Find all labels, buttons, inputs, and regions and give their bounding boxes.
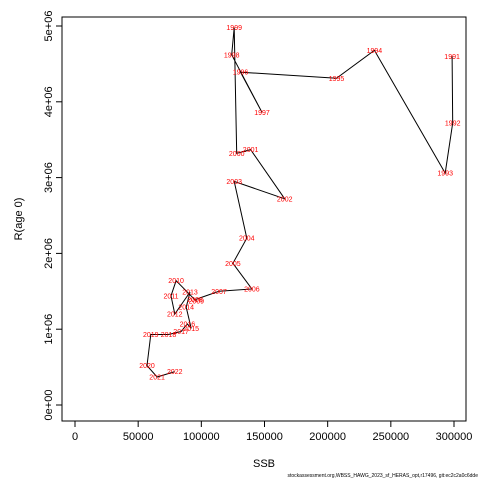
- x-axis-title: SSB: [253, 458, 275, 470]
- point-label-2010: 2010: [168, 278, 184, 285]
- point-label-2003: 2003: [226, 179, 242, 186]
- point-label-2002: 2002: [277, 196, 293, 203]
- point-label-2022: 2022: [167, 369, 183, 376]
- y-tick-label: 1e+06: [43, 314, 55, 345]
- point-label-2006: 2006: [244, 287, 260, 294]
- x-tick-label: 200000: [309, 431, 346, 443]
- point-label-2014: 2014: [178, 305, 194, 312]
- point-label-2018: 2018: [161, 332, 177, 339]
- footnote: stockassessment.org,WBSS_HAWG_2023_sf_HE…: [287, 473, 478, 479]
- y-tick-label: 5e+06: [43, 11, 55, 42]
- point-label-2012: 2012: [167, 312, 183, 319]
- y-tick-label: 2e+06: [43, 238, 55, 269]
- point-label-1993: 1993: [437, 171, 453, 178]
- point-label-2007: 2007: [211, 289, 227, 296]
- x-tick-label: 0: [72, 431, 78, 443]
- point-label-2001: 2001: [243, 147, 259, 154]
- point-label-1996: 1996: [233, 70, 249, 77]
- point-label-1995: 1995: [329, 76, 345, 83]
- point-label-1991: 1991: [444, 54, 460, 61]
- point-label-2020: 2020: [139, 363, 155, 370]
- point-label-2019: 2019: [143, 332, 159, 339]
- y-tick-label: 4e+06: [43, 86, 55, 117]
- point-label-2017: 2017: [173, 329, 189, 336]
- y-tick-label: 0e+00: [43, 390, 55, 421]
- point-label-2008: 2008: [187, 297, 203, 304]
- plot-frame: [61, 16, 467, 422]
- x-axis: 0 50000 100000 150000 200000 250000 300000: [72, 421, 472, 443]
- point-label-1992: 1992: [445, 121, 461, 128]
- point-labels: 1991 1992 1993 1994 1995 1996 1997 1998 1999 2000…: [139, 25, 460, 382]
- point-label-2015: 2015: [183, 326, 199, 333]
- x-tick-label: 250000: [372, 431, 409, 443]
- point-label-2004: 2004: [239, 236, 255, 243]
- x-tick-label: 50000: [123, 431, 154, 443]
- point-label-1997: 1997: [254, 110, 270, 117]
- point-label-2000: 2000: [229, 151, 245, 158]
- point-label-2011: 2011: [163, 293, 178, 300]
- x-tick-label: 300000: [436, 431, 473, 443]
- point-label-2016: 2016: [180, 321, 196, 328]
- point-label-1999: 1999: [226, 25, 242, 32]
- point-label-1998: 1998: [224, 52, 240, 59]
- y-axis: 0e+00 1e+06 2e+06 3e+06 4e+06 5e+06: [43, 11, 62, 421]
- x-tick-label: 100000: [183, 431, 220, 443]
- point-label-2005: 2005: [225, 261, 241, 268]
- point-label-2009: 2009: [189, 299, 205, 306]
- y-tick-label: 3e+06: [43, 162, 55, 193]
- point-label-2013: 2013: [182, 290, 198, 297]
- series-line: [146, 27, 454, 378]
- y-axis-title: R(age 0): [13, 198, 25, 241]
- x-tick-label: 150000: [246, 431, 283, 443]
- point-label-1994: 1994: [367, 48, 383, 55]
- point-label-2021: 2021: [149, 375, 165, 382]
